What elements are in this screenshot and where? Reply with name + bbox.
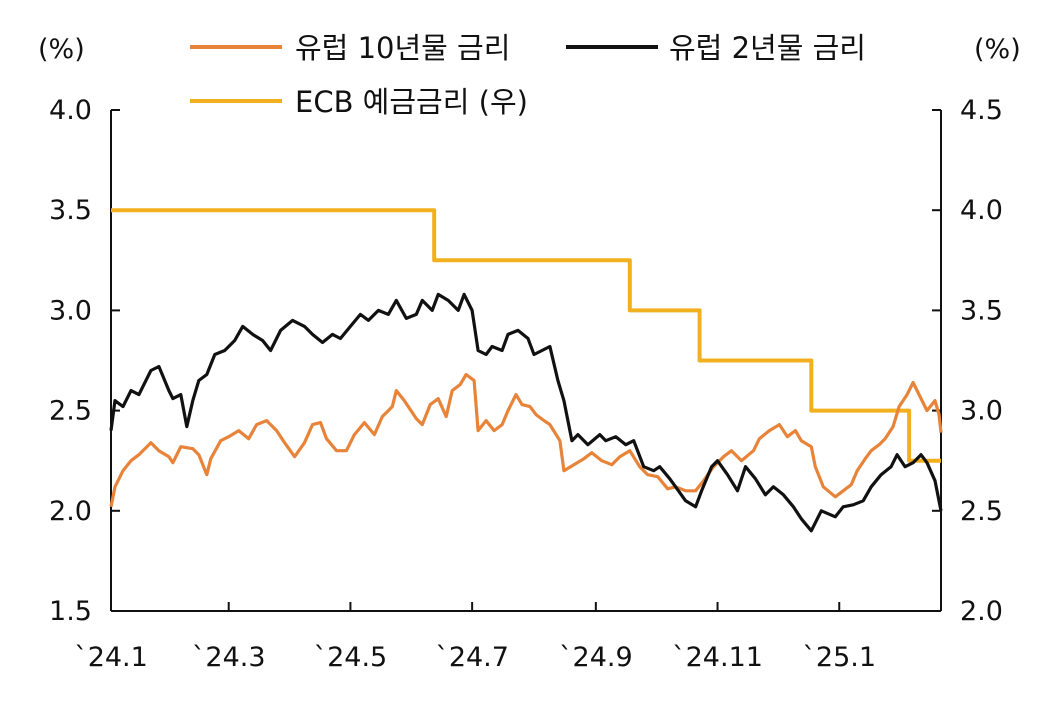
x-tick-label: `24.1 bbox=[74, 642, 148, 673]
legend-label-ecb: ECB 예금금리 (우) bbox=[295, 85, 528, 119]
series-line-ecb bbox=[111, 208, 941, 463]
right-tick-label: 4.0 bbox=[960, 195, 1003, 226]
x-tick-label: `24.9 bbox=[559, 642, 633, 673]
left-axis-unit: (%) bbox=[38, 34, 85, 65]
x-tick-label: `24.11 bbox=[672, 642, 763, 673]
right-tick-label: 2.5 bbox=[960, 496, 1003, 527]
right-tick-label: 4.5 bbox=[960, 95, 1003, 126]
series-line-10y bbox=[109, 372, 943, 508]
axes: 1.5 2.0 2.5 3.0 3.5 4.0 2.0 2.5 3.0 3.5 4.0 4.5 `24.… bbox=[49, 95, 1003, 673]
right-tick-label: 2.0 bbox=[960, 596, 1003, 627]
left-tick-label: 2.5 bbox=[49, 396, 92, 427]
series-layer bbox=[109, 208, 943, 533]
right-axis-unit: (%) bbox=[974, 34, 1021, 65]
x-tick-label: `24.5 bbox=[314, 642, 388, 673]
left-tick-label: 1.5 bbox=[49, 596, 92, 627]
left-tick-label: 3.0 bbox=[49, 295, 92, 326]
legend-label-10y: 유럽 10년물 금리 bbox=[295, 31, 510, 65]
legend: 유럽 10년물 금리 유럽 2년물 금리 ECB 예금금리 (우) bbox=[190, 31, 866, 119]
x-tick-label: `24.3 bbox=[192, 642, 266, 673]
x-tick-label: `24.7 bbox=[435, 642, 509, 673]
right-tick-label: 3.5 bbox=[960, 295, 1003, 326]
legend-label-2y: 유럽 2년물 금리 bbox=[669, 31, 866, 65]
right-tick-label: 3.0 bbox=[960, 396, 1003, 427]
left-tick-label: 4.0 bbox=[49, 95, 92, 126]
left-tick-label: 3.5 bbox=[49, 195, 92, 226]
x-tick-label: `25.1 bbox=[802, 642, 876, 673]
left-tick-label: 2.0 bbox=[49, 496, 92, 527]
series-line-2y bbox=[109, 292, 943, 533]
